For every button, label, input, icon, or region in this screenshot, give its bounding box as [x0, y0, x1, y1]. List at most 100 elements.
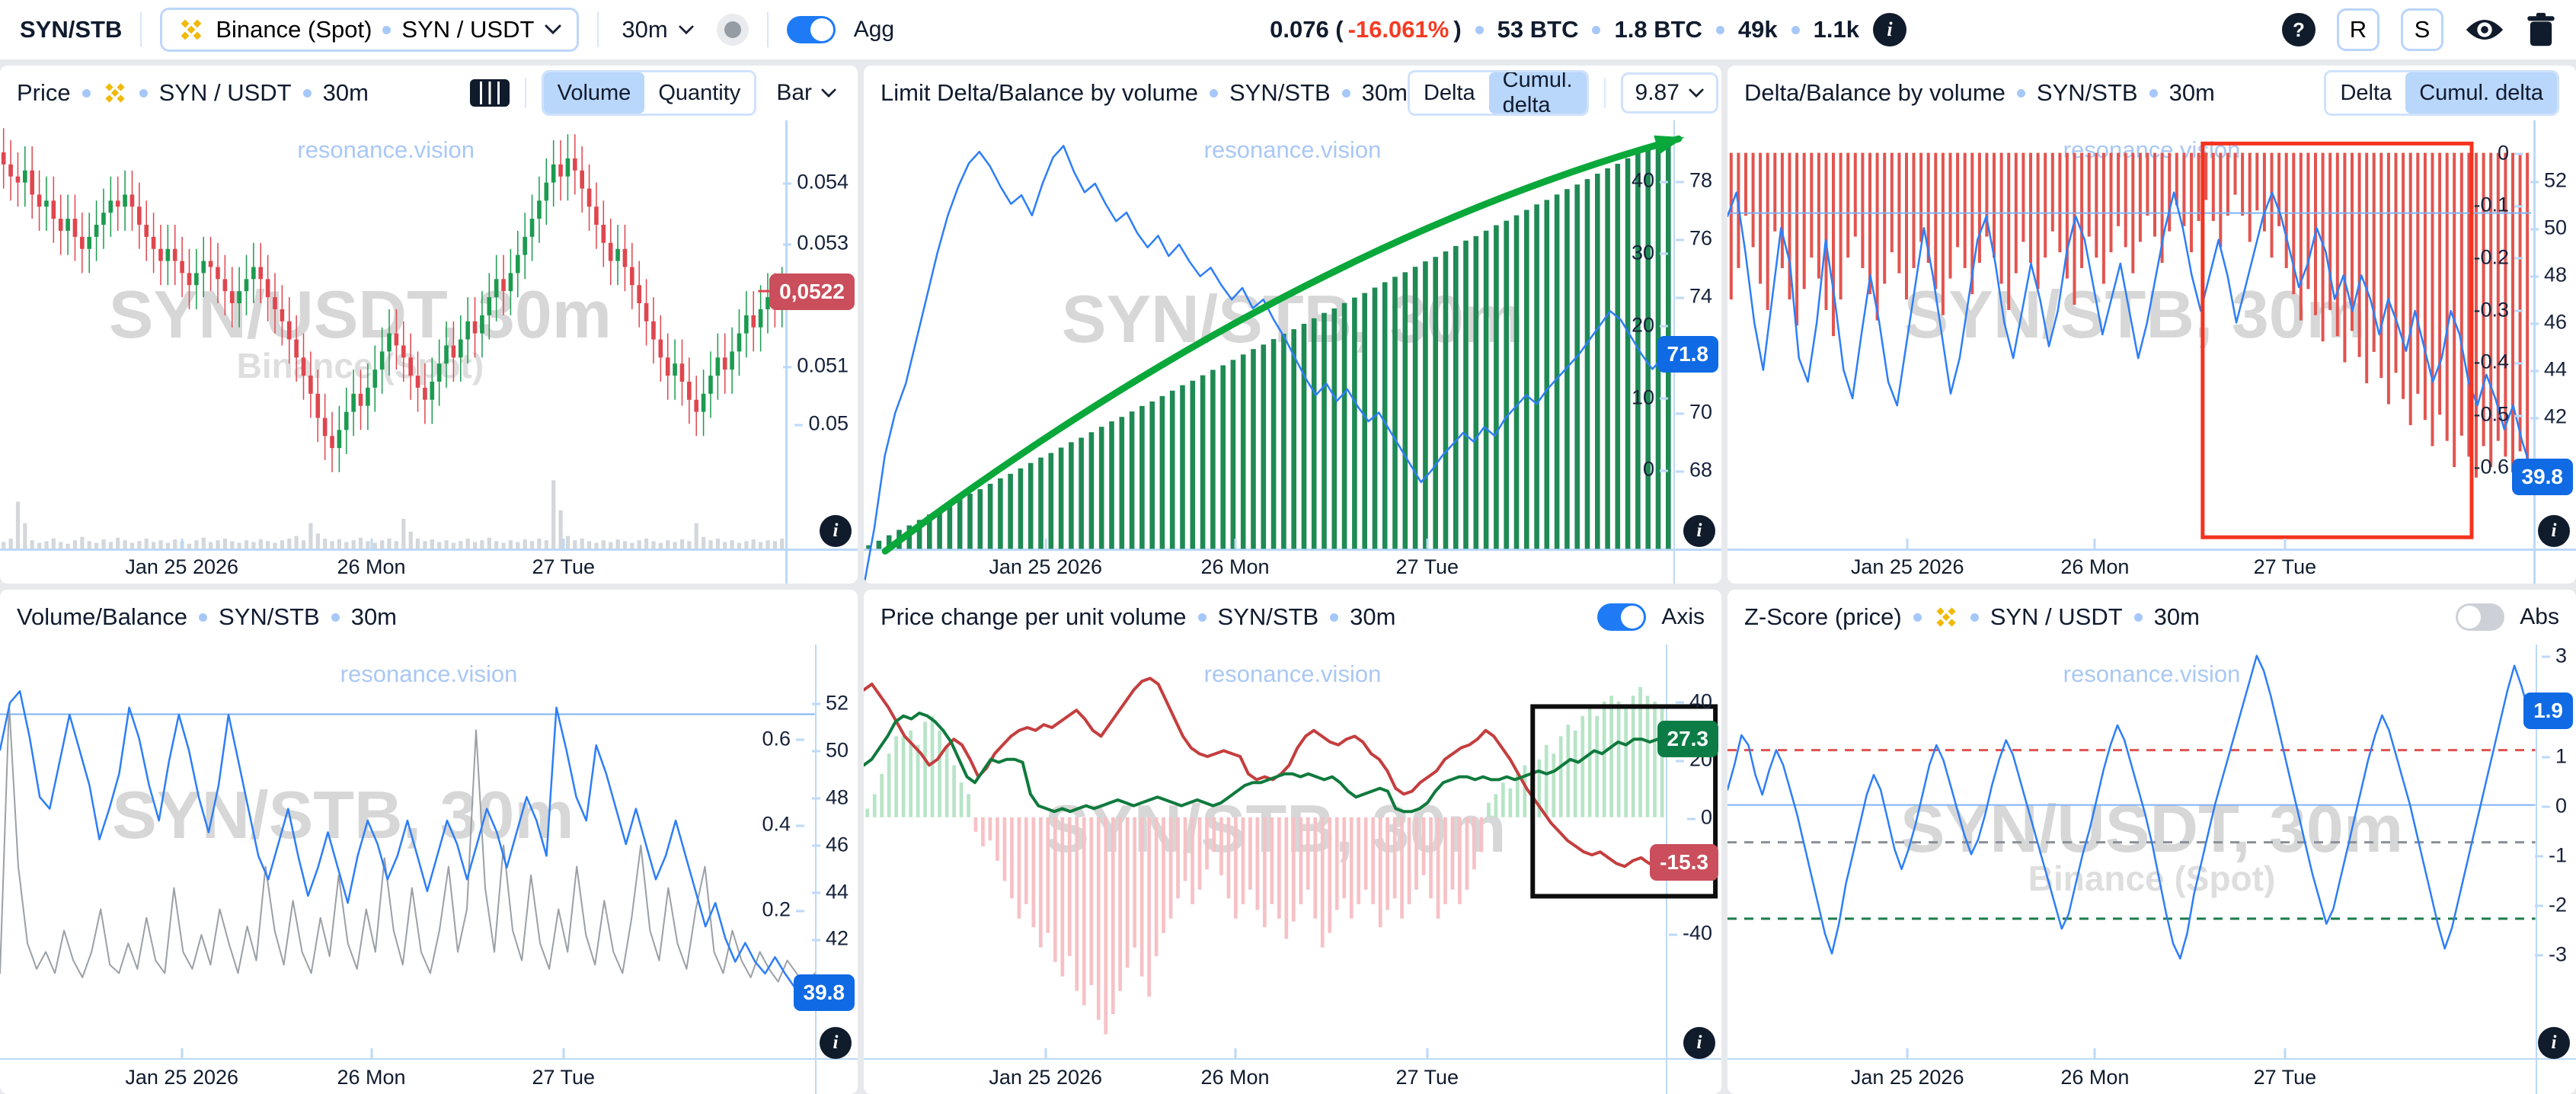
panel-header: Price change per unit volume SYN/STB 30m…	[864, 590, 1721, 645]
tab-delta[interactable]: Delta	[2326, 72, 2406, 114]
tab-cumul-delta[interactable]: Cumul. delta	[2405, 72, 2557, 114]
x-tick-mark	[2093, 539, 2096, 549]
delta-mode-segmented: Delta Cumul. delta	[1407, 70, 1589, 116]
info-icon[interactable]: i	[1683, 1027, 1715, 1059]
y-tick: 0	[1686, 805, 1712, 829]
measure-icon[interactable]	[469, 79, 510, 107]
x-tick-mark	[562, 1048, 565, 1058]
binance-icon	[105, 83, 125, 103]
threshold-dropdown[interactable]: 9.87	[1620, 72, 1718, 114]
agg-toggle[interactable]	[786, 16, 836, 43]
y-axis-line[interactable]	[2533, 120, 2536, 584]
x-tick-mark	[1906, 539, 1909, 549]
y-tick: -2	[2534, 893, 2567, 916]
limit-delta-chart-area[interactable]: resonance.vision SYN/STB, 30m 40 30 20 1…	[864, 120, 1721, 584]
delta-plot	[1727, 141, 2564, 539]
info-icon[interactable]: i	[1683, 515, 1715, 547]
top-toolbar: SYN/STB Binance (Spot) SYN / USDT 30m Ag…	[0, 0, 2576, 59]
info-icon[interactable]: i	[1872, 13, 1906, 46]
dot-separator	[81, 88, 91, 98]
x-axis-line[interactable]	[0, 1057, 858, 1060]
y-tick: 0	[2541, 794, 2567, 817]
dot-separator	[382, 25, 392, 34]
y-axis-line[interactable]	[2535, 645, 2538, 1094]
help-icon[interactable]: ?	[2282, 13, 2316, 46]
x-tick-label: 27 Tue	[532, 1066, 596, 1089]
info-icon[interactable]: i	[820, 515, 852, 547]
panel-title: Volume/Balance	[17, 603, 188, 630]
price-change-chart-area[interactable]: resonance.vision SYN/STB, 30m 40 20 0 -4…	[864, 645, 1721, 1094]
tab-delta[interactable]: Delta	[1409, 72, 1489, 114]
info-icon[interactable]: i	[820, 1027, 852, 1059]
delta-balance-chart-area[interactable]: resonance.vision SYN/STB, 30m 0 -0.1 -0.…	[1727, 120, 2576, 584]
info-icon[interactable]: i	[2538, 515, 2570, 547]
dot-separator	[1341, 88, 1350, 98]
dot-separator	[1197, 613, 1207, 622]
balance-value-badge: 71.8	[1657, 336, 1718, 373]
y-tick: 68	[1675, 458, 1712, 481]
x-axis-line[interactable]	[0, 549, 858, 551]
abs-toggle[interactable]	[2456, 603, 2505, 631]
y-tick-inner: 20	[1631, 313, 1669, 337]
timeframe-selector[interactable]: 30m	[617, 15, 698, 44]
eye-icon[interactable]	[2465, 15, 2504, 44]
volume-balance-chart-area[interactable]: resonance.vision SYN/STB, 30m 0.6 0.4 0.…	[0, 645, 858, 1094]
x-axis-line[interactable]	[864, 549, 1721, 551]
x-tick-mark	[370, 539, 373, 549]
price-change-pct: -16.061%	[1347, 16, 1449, 43]
z-score-chart-area[interactable]: resonance.vision SYN/USDT, 30m Binance (…	[1727, 644, 2576, 1094]
price-chart-area[interactable]: resonance.vision SYN/USDT, 30m Binance (…	[0, 120, 858, 584]
info-icon[interactable]: i	[2538, 1027, 2570, 1059]
panel-controls: Delta Cumul. delta 9.87	[1407, 70, 1718, 116]
panel-delta-balance: Delta/Balance by volume SYN/STB 30m Delt…	[1727, 66, 2576, 584]
s-button[interactable]: S	[2401, 8, 2443, 51]
divider	[597, 12, 599, 47]
panel-title-group: Volume/Balance SYN/STB 30m	[17, 603, 397, 631]
trash-icon[interactable]	[2526, 12, 2556, 47]
divider	[766, 12, 769, 47]
y-tick: 76	[1675, 226, 1712, 250]
x-tick-label: 27 Tue	[532, 555, 596, 578]
y-tick-inner: -0.1	[2473, 193, 2523, 216]
chevron-down-icon	[821, 88, 836, 98]
chart-style-dropdown[interactable]: Bar	[772, 79, 841, 107]
y-tick-inner: -0.4	[2473, 350, 2523, 373]
panel-price-header: Price SYN / USDT 30m Volume Quantity Bar	[0, 66, 858, 120]
dot-separator	[1592, 25, 1601, 34]
y-tick: 0.054	[783, 170, 849, 194]
abs-toggle-label: Abs	[2520, 604, 2559, 629]
axis-toggle[interactable]	[1597, 603, 1647, 631]
x-tick-label: Jan 25 2026	[1850, 555, 1964, 578]
y-tick: 3	[2541, 644, 2567, 667]
y-axis-line[interactable]	[814, 645, 817, 1094]
volume-balance-plot	[0, 689, 845, 991]
tab-cumul-delta[interactable]: Cumul. delta	[1488, 72, 1587, 114]
tab-volume[interactable]: Volume	[543, 72, 645, 114]
panel-title-group: Z-Score (price) SYN / USDT 30m	[1744, 603, 2200, 631]
x-axis-line[interactable]	[1727, 1057, 2576, 1060]
divider	[1603, 78, 1606, 108]
market-selector[interactable]: Binance (Spot) SYN / USDT	[160, 8, 580, 52]
x-tick-label: 26 Mon	[337, 1066, 406, 1089]
pair-label: SYN/STB	[20, 16, 123, 43]
y-tick-inner: 0.6	[762, 727, 804, 750]
panel-symbol: SYN/STB	[2036, 79, 2138, 106]
y-tick: 74	[1675, 284, 1712, 308]
x-axis-line[interactable]	[1727, 549, 2576, 551]
y-tick: 52	[2530, 168, 2567, 192]
indicator-dot-icon[interactable]	[716, 14, 749, 46]
panel-title-group: Price change per unit volume SYN/STB 30m	[881, 603, 1395, 631]
r-button[interactable]: R	[2337, 8, 2379, 51]
y-tick: 50	[811, 738, 849, 762]
panel-controls: Axis	[1597, 603, 1705, 631]
panel-title: Z-Score (price)	[1744, 603, 1902, 630]
panel-header: Volume/Balance SYN/STB 30m	[0, 590, 858, 645]
dot-separator	[2133, 613, 2143, 622]
tab-quantity[interactable]: Quantity	[644, 72, 755, 114]
y-axis-line[interactable]	[785, 120, 788, 584]
x-axis-line[interactable]	[864, 1057, 1721, 1060]
y-tick: 1	[2541, 744, 2567, 768]
green-line-badge: 27.3	[1657, 720, 1718, 757]
y-tick-inner: 40	[1631, 168, 1669, 192]
chart-style-value: Bar	[776, 80, 812, 105]
